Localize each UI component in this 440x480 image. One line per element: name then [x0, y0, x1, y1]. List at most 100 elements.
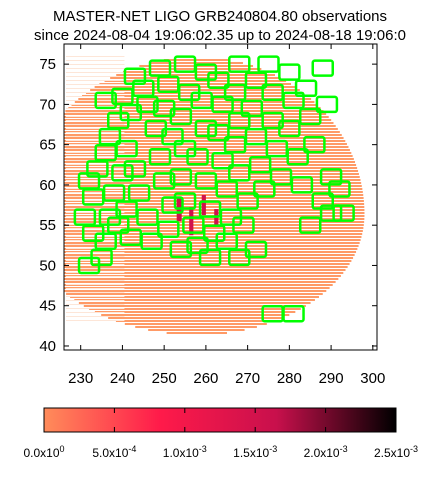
y-tick-label: 55 — [39, 217, 56, 234]
prob-band — [64, 218, 365, 220]
prob-band — [64, 245, 359, 247]
prob-band — [71, 104, 318, 106]
field-rect — [265, 139, 289, 158]
x-tick-label: 270 — [235, 370, 260, 387]
field-rect — [102, 184, 126, 202]
field-rect — [244, 71, 268, 89]
prob-halo — [66, 140, 125, 141]
prob-band — [64, 221, 365, 223]
field-rect — [169, 168, 193, 186]
prob-halo — [66, 196, 125, 197]
prob-band — [64, 167, 358, 169]
field-rect — [94, 91, 117, 110]
field-rect — [332, 204, 355, 222]
field-rect — [228, 55, 251, 73]
field-rect — [215, 180, 239, 198]
field-rect — [123, 160, 147, 178]
prob-band — [64, 212, 365, 214]
prob-band — [64, 236, 362, 238]
prob-halo — [66, 184, 125, 185]
prob-halo — [66, 288, 125, 289]
colorbar — [43, 407, 397, 433]
prob-band — [64, 242, 360, 244]
x-tick-label: 230 — [68, 370, 93, 387]
prob-band — [124, 323, 267, 325]
prob-band — [64, 233, 363, 235]
prob-halo — [66, 132, 125, 133]
prob-band — [64, 137, 344, 139]
prob-band — [64, 278, 339, 280]
field-rect — [269, 168, 293, 186]
colorbar-label: 2.5x10-3 — [373, 444, 419, 460]
field-rect — [257, 55, 280, 73]
prob-band — [64, 260, 352, 262]
prob-band — [70, 296, 319, 298]
prob-halo — [66, 252, 125, 253]
prob-band — [115, 320, 276, 322]
prob-band — [64, 191, 363, 193]
field-rect — [148, 147, 172, 166]
field-rect — [169, 240, 193, 259]
field-rect — [123, 67, 147, 85]
field-rect — [157, 75, 180, 94]
prob-halo — [66, 92, 125, 93]
field-rect — [94, 232, 117, 251]
field-rect — [136, 95, 159, 114]
y-tick-label: 40 — [39, 338, 56, 355]
prob-halo — [66, 144, 125, 145]
field-rect — [182, 216, 205, 234]
field-rect — [315, 95, 339, 114]
prob-band — [64, 269, 346, 271]
plot-frame — [63, 43, 378, 351]
prob-halo — [66, 232, 125, 233]
field-rect — [311, 59, 334, 77]
prob-band — [64, 173, 359, 175]
x-tick-label: 260 — [193, 370, 218, 387]
prob-halo — [66, 112, 125, 113]
field-rect — [169, 107, 193, 126]
colorbar-label: 1.5x10-3 — [233, 444, 278, 460]
field-rect — [186, 147, 209, 166]
prob-band — [101, 314, 290, 316]
y-tick-label: 45 — [39, 298, 56, 315]
y-tick-label: 75 — [39, 56, 56, 73]
prob-halo — [66, 72, 125, 73]
field-rect — [223, 135, 247, 154]
prob-halo — [66, 88, 125, 89]
field-rect — [194, 172, 218, 190]
field-rect — [232, 216, 255, 234]
field-rect — [161, 127, 184, 146]
field-rect — [207, 71, 230, 89]
colorbar-ticks — [43, 408, 397, 432]
prob-band — [65, 110, 324, 112]
prob-band — [64, 185, 362, 187]
prob-band — [94, 86, 296, 88]
field-rect — [161, 196, 184, 214]
field-rect — [253, 180, 276, 198]
prob-halo — [66, 300, 125, 301]
prob-band — [66, 293, 323, 295]
prob-band — [64, 161, 356, 163]
colorbar-label: 5.0x10-4 — [92, 444, 137, 460]
prob-band — [108, 317, 283, 319]
prob-band — [64, 254, 355, 256]
prob-band — [64, 194, 364, 196]
field-rect — [152, 172, 176, 190]
field-rect — [294, 79, 318, 98]
prob-band — [64, 209, 365, 211]
field-rect — [198, 200, 222, 218]
y-tick-label: 70 — [39, 96, 56, 113]
field-rect — [115, 200, 138, 218]
field-rect — [140, 232, 163, 251]
x-tick-label: 300 — [360, 370, 385, 387]
field-rect — [298, 107, 322, 126]
field-rect — [198, 248, 222, 267]
prob-band — [64, 179, 361, 181]
prob-core — [201, 194, 206, 216]
field-rect — [157, 220, 180, 238]
prob-band — [78, 302, 311, 304]
prob-band — [64, 266, 348, 268]
prob-band — [64, 158, 354, 160]
prob-band — [64, 290, 327, 292]
